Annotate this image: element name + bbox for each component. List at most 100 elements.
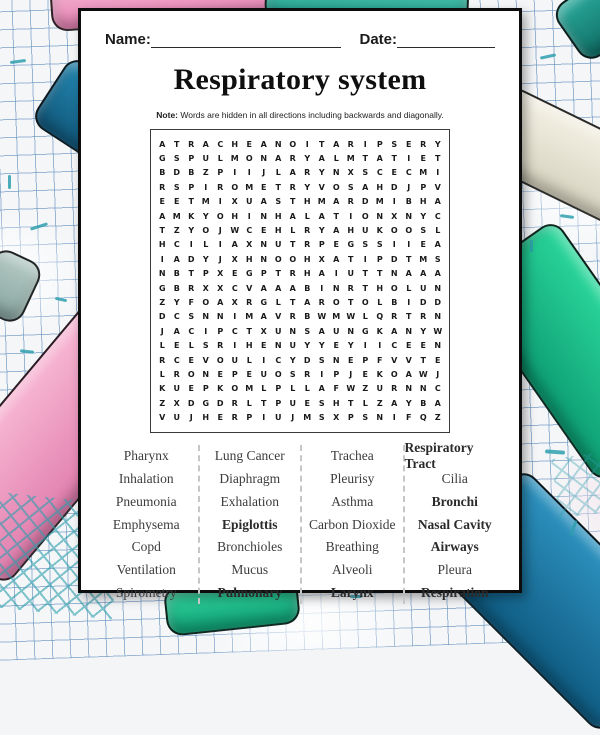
grid-letter: E — [174, 341, 180, 351]
grid-letter: H — [274, 226, 282, 236]
grid-letter: C — [391, 341, 398, 351]
grid-letter: Y — [347, 341, 354, 351]
grid-letter: O — [274, 254, 282, 264]
grid-letter: A — [173, 326, 180, 336]
grid-letter: X — [347, 168, 354, 178]
grid-letter: T — [290, 197, 296, 207]
grid-letter: C — [275, 355, 282, 365]
word-item: Pulmonary — [217, 584, 282, 600]
grid-letter: C — [188, 326, 195, 336]
grid-letter: O — [405, 226, 413, 236]
grid-letter: S — [318, 398, 325, 408]
grid-letter: L — [275, 168, 281, 178]
word-item: Breathing — [325, 539, 379, 555]
grid-letter: S — [318, 355, 325, 365]
grid-letter: I — [363, 254, 367, 264]
grid-letter: V — [246, 283, 253, 293]
grid-letter: K — [159, 384, 166, 394]
grid-letter: Y — [434, 139, 441, 149]
grid-letter: F — [188, 297, 194, 307]
grid-letter: R — [173, 369, 180, 379]
grid-letter: L — [159, 341, 165, 351]
grid-letter: I — [436, 168, 440, 178]
grid-letter: A — [333, 139, 340, 149]
grid-letter: P — [202, 384, 209, 394]
word-item: Cilia — [441, 471, 468, 486]
grid-letter: G — [361, 326, 369, 336]
grid-letter: Y — [304, 182, 311, 192]
grid-letter: T — [159, 226, 165, 236]
grid-letter: T — [348, 254, 354, 264]
grid-letter: T — [362, 154, 368, 164]
grid-letter: W — [346, 384, 356, 394]
grid-letter: T — [290, 297, 296, 307]
grid-letter: R — [188, 139, 195, 149]
grid-letter: O — [231, 384, 239, 394]
grid-letter: Q — [419, 413, 427, 423]
grid-letter: D — [158, 312, 166, 322]
grid-letter: Y — [420, 326, 427, 336]
grid-letter: I — [349, 211, 353, 221]
grid-letter: S — [202, 341, 209, 351]
grid-letter: T — [275, 182, 281, 192]
grid-letter: U — [376, 384, 384, 394]
grid-letter: A — [318, 211, 325, 221]
grid-letter: N — [260, 254, 268, 264]
grid-letter: P — [217, 168, 224, 178]
grid-letter: N — [332, 168, 340, 178]
grid-letter: S — [347, 182, 354, 192]
grid-letter: E — [261, 341, 267, 351]
grid-letter: H — [231, 139, 239, 149]
grid-letter: E — [406, 139, 412, 149]
grid-letter: A — [217, 297, 224, 307]
scribble-mark — [8, 175, 11, 189]
grid-letter: O — [274, 369, 282, 379]
grid-letter: E — [188, 384, 194, 394]
grid-letter: U — [289, 398, 297, 408]
grid-letter: O — [361, 297, 369, 307]
word-item: Carbon Dioxide — [308, 516, 396, 532]
grid-letter: P — [376, 254, 383, 264]
grid-letter: T — [333, 211, 339, 221]
word-item: Alveoli — [332, 562, 373, 578]
grid-letter: H — [347, 226, 355, 236]
word-item: Asthma — [331, 493, 374, 509]
grid-letter: S — [376, 240, 383, 250]
grid-letter: L — [377, 297, 383, 307]
grid-letter: P — [275, 398, 282, 408]
grid-letter: X — [231, 254, 238, 264]
grid-letter: I — [363, 139, 367, 149]
grid-letter: E — [174, 197, 180, 207]
grid-letter: O — [390, 283, 398, 293]
grid-letter: Y — [304, 341, 311, 351]
grid-letter: H — [245, 341, 253, 351]
grid-letter: C — [405, 168, 412, 178]
grid-letter: N — [347, 326, 355, 336]
grid-letter: H — [274, 211, 282, 221]
grid-letter: J — [349, 369, 353, 379]
grid-letter: I — [189, 240, 193, 250]
grid-letter: M — [303, 413, 312, 423]
grid-letter: N — [260, 240, 268, 250]
grid-letter: L — [333, 154, 339, 164]
grid-letter: U — [173, 413, 181, 423]
grid-letter: D — [434, 297, 442, 307]
grid-letter: X — [260, 326, 267, 336]
grid-letter: E — [420, 240, 426, 250]
grid-letter: I — [392, 413, 396, 423]
page-title: Respiratory system — [173, 63, 427, 96]
grid-letter: T — [348, 398, 354, 408]
grid-letter: A — [289, 283, 296, 293]
grid-letter: R — [217, 182, 224, 192]
grid-letter: V — [434, 182, 441, 192]
grid-letter: L — [246, 398, 252, 408]
grid-letter: H — [202, 413, 210, 423]
grid-letter: N — [434, 341, 442, 351]
grid-letter: S — [362, 168, 369, 178]
grid-letter: R — [347, 197, 354, 207]
grid-letter: V — [202, 355, 209, 365]
grid-letter: O — [202, 226, 210, 236]
grid-letter: H — [303, 269, 311, 279]
grid-letter: L — [188, 341, 194, 351]
grid-letter: D — [216, 398, 224, 408]
